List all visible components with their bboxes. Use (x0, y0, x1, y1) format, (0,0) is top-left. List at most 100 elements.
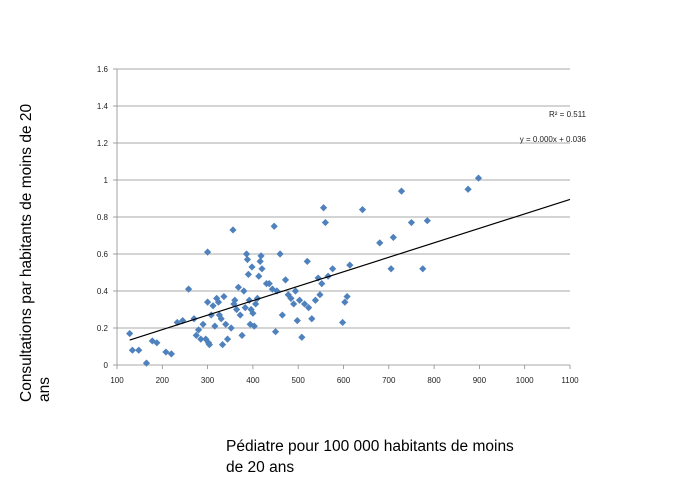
data-point (204, 298, 212, 306)
data-point (184, 285, 193, 293)
data-point (257, 252, 265, 260)
data-point (308, 315, 316, 323)
x-tick-label: 300 (201, 376, 215, 385)
x-tick-label: 100 (110, 376, 124, 385)
x-tick-label: 1100 (561, 376, 579, 385)
data-points (126, 174, 483, 367)
data-point (209, 302, 217, 310)
data-point (202, 335, 210, 343)
data-point (389, 233, 397, 241)
data-point (287, 294, 295, 302)
data-point (211, 322, 219, 330)
data-point (265, 280, 273, 288)
gridlines (117, 68, 570, 329)
x-tick-label: 600 (337, 376, 351, 385)
data-point (197, 335, 205, 343)
data-point (167, 350, 175, 358)
y-tick-label: 1.2 (97, 139, 109, 148)
data-point (300, 300, 309, 308)
data-point (319, 204, 328, 212)
x-tick-label: 900 (473, 376, 487, 385)
data-point (244, 270, 252, 278)
data-point (314, 274, 322, 282)
data-point (199, 320, 207, 328)
r-squared-label: R² = 0.511 (549, 110, 587, 119)
data-point (318, 280, 326, 288)
data-point (162, 348, 170, 356)
data-point (290, 300, 298, 308)
y-tick-label: 1 (104, 176, 109, 185)
data-point (464, 185, 472, 193)
data-point (343, 292, 351, 301)
data-point (218, 341, 227, 349)
y-tick-label: 0.8 (97, 213, 109, 222)
data-point (271, 328, 280, 336)
data-point (316, 291, 324, 299)
data-point (407, 218, 416, 227)
data-point (223, 335, 232, 343)
data-point (215, 311, 223, 319)
data-point (192, 331, 200, 339)
data-point (256, 257, 264, 265)
data-point (243, 255, 252, 264)
data-point (258, 265, 266, 273)
data-point (238, 331, 246, 339)
data-point (227, 324, 235, 332)
data-point (234, 283, 243, 291)
data-point (231, 296, 239, 304)
data-point (298, 333, 306, 341)
y-tick-label: 1.4 (97, 102, 109, 111)
data-point (253, 294, 262, 302)
data-point (142, 359, 151, 367)
data-point (252, 300, 260, 308)
trendline-line (129, 198, 571, 341)
data-point (229, 226, 237, 234)
data-point (311, 296, 320, 304)
trendline (129, 198, 571, 341)
data-point (255, 272, 263, 280)
data-point (338, 318, 347, 327)
data-point (358, 206, 367, 214)
data-point (249, 309, 257, 317)
data-point (220, 292, 228, 301)
data-point (329, 265, 337, 273)
data-point (217, 315, 225, 323)
data-point (250, 322, 258, 330)
data-point (194, 326, 203, 334)
data-point (397, 187, 406, 195)
data-point (213, 294, 221, 302)
x-tick-label: 800 (427, 376, 441, 385)
data-point (242, 250, 251, 258)
y-tick-label: 0.4 (97, 287, 109, 296)
data-point (303, 257, 311, 265)
data-point (305, 304, 313, 312)
x-tick-label: 500 (292, 376, 306, 385)
data-point (248, 263, 256, 271)
data-point (474, 174, 483, 182)
data-point (241, 304, 249, 312)
data-point (205, 341, 214, 349)
data-point (268, 285, 276, 293)
x-axis-label: Pédiatre pour 100 000 habitants de moins… (226, 438, 514, 476)
data-point (293, 317, 301, 325)
data-point (291, 287, 300, 295)
data-point (128, 346, 137, 354)
x-tick-label: 400 (246, 376, 260, 385)
x-tick-labels: 100 200 300 400 500 600 700 800 900 1000 1100 (110, 376, 579, 385)
y-tick-label: 1.6 (97, 65, 109, 74)
data-point (246, 320, 254, 328)
x-tick-label: 200 (156, 376, 170, 385)
data-point (419, 265, 427, 273)
data-point (281, 276, 290, 284)
data-point (204, 248, 212, 256)
y-tick-labels: 0 0.2 0.4 0.6 0.8 1 1.2 1.4 1.6 (97, 65, 109, 370)
data-point (232, 305, 241, 314)
data-point (278, 311, 286, 319)
data-point (236, 311, 244, 319)
data-point (153, 339, 161, 347)
data-point (276, 250, 284, 258)
y-tick-label: 0.2 (97, 324, 109, 333)
data-point (341, 298, 349, 306)
equation-label: y = 0.000x + 0.036 (520, 135, 587, 144)
